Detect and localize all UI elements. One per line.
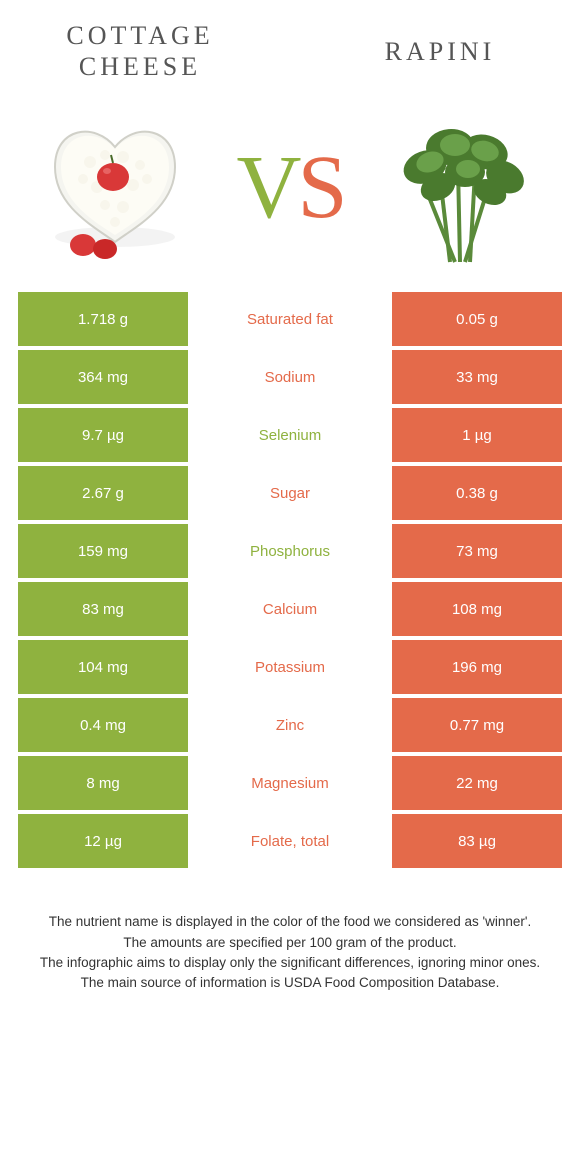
left-value: 83 mg — [18, 582, 188, 636]
cottage-cheese-icon — [35, 107, 195, 267]
table-row: 2.67 gSugar0.38 g — [18, 466, 562, 520]
left-value: 159 mg — [18, 524, 188, 578]
comparison-table: 1.718 gSaturated fat0.05 g364 mgSodium33… — [0, 292, 580, 868]
left-value: 0.4 mg — [18, 698, 188, 752]
vs-label: VS — [236, 136, 343, 239]
right-value: 0.05 g — [392, 292, 562, 346]
left-value: 9.7 µg — [18, 408, 188, 462]
right-food-title: RAPINI — [340, 36, 540, 67]
nutrient-label: Sodium — [188, 350, 392, 404]
table-row: 159 mgPhosphorus73 mg — [18, 524, 562, 578]
nutrient-label: Potassium — [188, 640, 392, 694]
table-row: 8 mgMagnesium22 mg — [18, 756, 562, 810]
table-row: 9.7 µgSelenium1 µg — [18, 408, 562, 462]
nutrient-label: Zinc — [188, 698, 392, 752]
table-row: 104 mgPotassium196 mg — [18, 640, 562, 694]
left-value: 364 mg — [18, 350, 188, 404]
right-value: 0.38 g — [392, 466, 562, 520]
left-value: 1.718 g — [18, 292, 188, 346]
image-row: VS — [0, 92, 580, 292]
footer-line-2: The amounts are specified per 100 gram o… — [30, 933, 550, 953]
vs-s: S — [297, 138, 343, 237]
right-value: 73 mg — [392, 524, 562, 578]
right-value: 33 mg — [392, 350, 562, 404]
nutrient-label: Selenium — [188, 408, 392, 462]
table-row: 83 mgCalcium108 mg — [18, 582, 562, 636]
right-value: 1 µg — [392, 408, 562, 462]
right-value: 108 mg — [392, 582, 562, 636]
right-value: 0.77 mg — [392, 698, 562, 752]
right-value: 83 µg — [392, 814, 562, 868]
footer-notes: The nutrient name is displayed in the co… — [0, 872, 580, 993]
table-row: 12 µgFolate, total83 µg — [18, 814, 562, 868]
rapini-image — [380, 102, 550, 272]
nutrient-label: Magnesium — [188, 756, 392, 810]
left-value: 12 µg — [18, 814, 188, 868]
left-food-title: COTTAGE CHEESE — [40, 20, 240, 82]
vs-v: V — [236, 138, 297, 237]
nutrient-label: Folate, total — [188, 814, 392, 868]
table-row: 1.718 gSaturated fat0.05 g — [18, 292, 562, 346]
footer-line-1: The nutrient name is displayed in the co… — [30, 912, 550, 932]
left-value: 8 mg — [18, 756, 188, 810]
nutrient-label: Calcium — [188, 582, 392, 636]
left-value: 2.67 g — [18, 466, 188, 520]
cottage-cheese-image — [30, 102, 200, 272]
nutrient-label: Phosphorus — [188, 524, 392, 578]
nutrient-label: Sugar — [188, 466, 392, 520]
table-row: 0.4 mgZinc0.77 mg — [18, 698, 562, 752]
table-row: 364 mgSodium33 mg — [18, 350, 562, 404]
header: COTTAGE CHEESE RAPINI — [0, 0, 580, 92]
footer-line-3: The infographic aims to display only the… — [30, 953, 550, 973]
footer-line-4: The main source of information is USDA F… — [30, 973, 550, 993]
left-value: 104 mg — [18, 640, 188, 694]
rapini-icon — [390, 107, 540, 267]
nutrient-label: Saturated fat — [188, 292, 392, 346]
right-value: 22 mg — [392, 756, 562, 810]
right-value: 196 mg — [392, 640, 562, 694]
